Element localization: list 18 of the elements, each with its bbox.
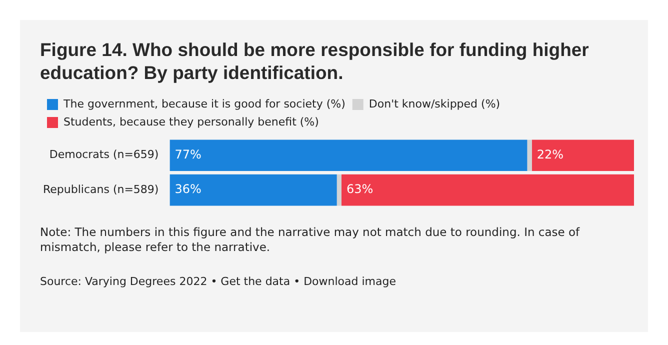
y-tick-label: Democrats (n=659) bbox=[49, 148, 159, 162]
bar bbox=[527, 140, 532, 172]
legend-label: The government, because it is good for society (%) bbox=[62, 97, 346, 110]
data-label: 77% bbox=[174, 147, 202, 162]
data-label: 36% bbox=[174, 182, 202, 196]
bar bbox=[336, 174, 342, 206]
text: Note: The numbers in this figure and the narrative may not match due to rounding. In case of mismatch, please refer to the narrative. bbox=[40, 225, 581, 255]
bar bbox=[532, 140, 634, 172]
data-label: 22% bbox=[536, 147, 564, 162]
bar bbox=[342, 174, 634, 206]
legend-label: Students, because they personally benefit (%) bbox=[64, 115, 319, 128]
chart-title: Figure 14. Who should be more responsible for funding higher education? By party identification. bbox=[40, 38, 590, 84]
source-note: Source: Varying Degrees 2022 • Get the data • Download image bbox=[40, 275, 398, 289]
legend-label: Don't know/skipped (%) bbox=[368, 97, 500, 110]
bar bbox=[170, 140, 528, 172]
bar bbox=[170, 174, 337, 206]
y-tick-label: Republicans (n=589) bbox=[42, 182, 159, 196]
data-label: 63% bbox=[346, 182, 374, 196]
